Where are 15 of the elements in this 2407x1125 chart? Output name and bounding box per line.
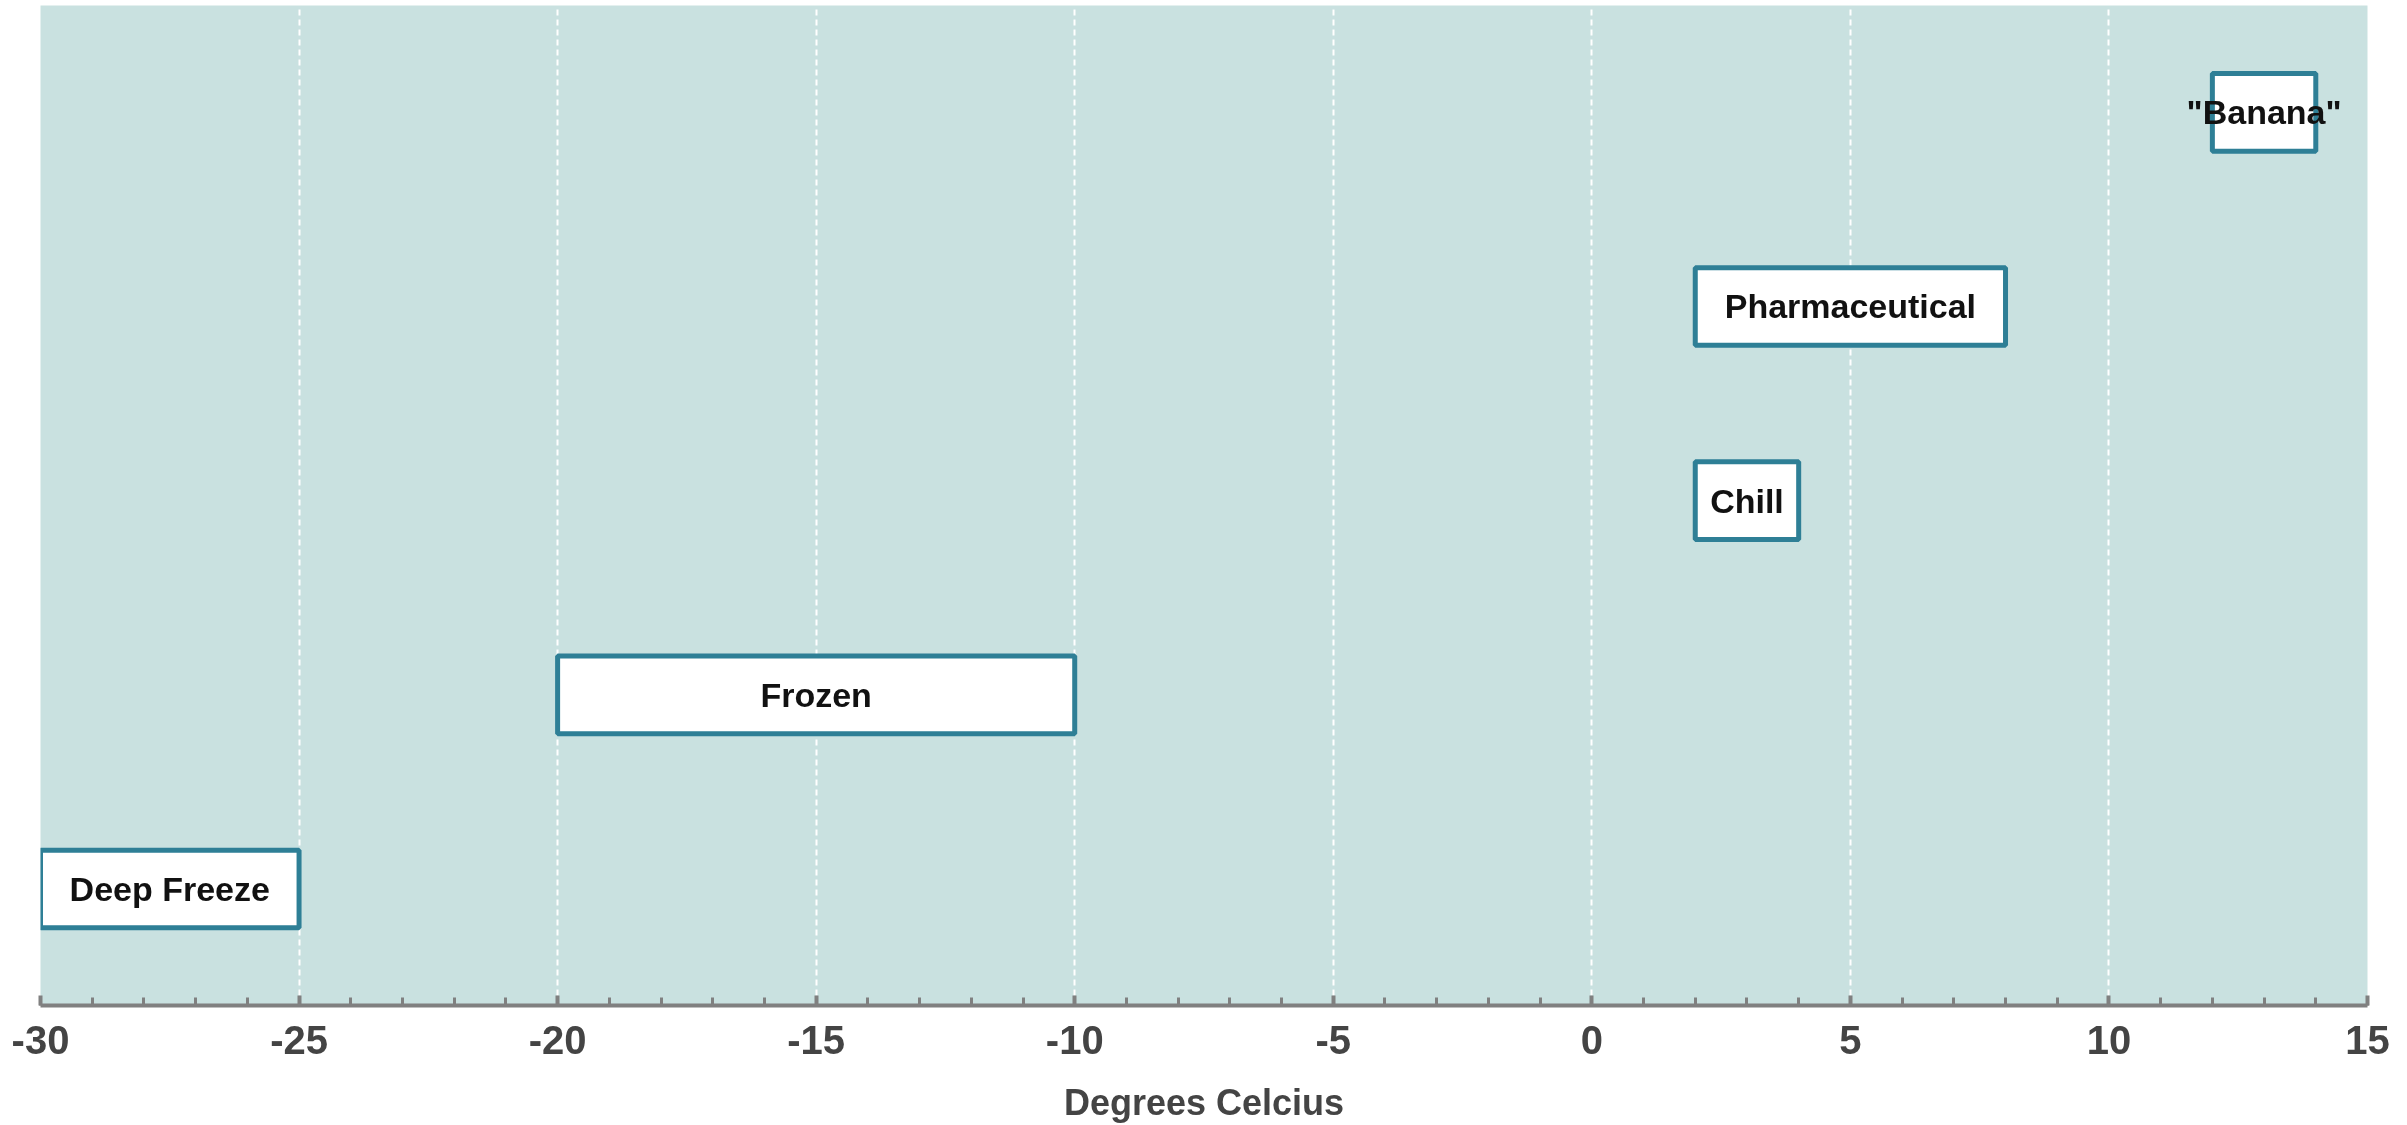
x-tick-label: -5 <box>1315 1017 1352 1062</box>
x-tick-label: 5 <box>1839 1017 1862 1062</box>
x-tick-label: 0 <box>1580 1017 1603 1062</box>
x-tick-label: -20 <box>528 1017 587 1062</box>
x-tick-label: -10 <box>1045 1017 1104 1062</box>
y-tick-label: Pharmaceutical <box>1724 287 1977 326</box>
y-tick-label: Chill <box>1710 481 1784 520</box>
x-tick-label: -25 <box>270 1017 328 1062</box>
x-tick-label: 15 <box>2345 1017 2390 1062</box>
x-tick-label: -15 <box>787 1017 846 1062</box>
y-tick-label: Deep Freeze <box>69 870 270 908</box>
x-tick-label: 10 <box>2086 1017 2132 1062</box>
y-tick-label: Frozen <box>760 675 872 714</box>
x-axis-title: Degrees Celcius <box>1063 1081 1345 1123</box>
x-tick-label: -30 <box>11 1017 70 1062</box>
